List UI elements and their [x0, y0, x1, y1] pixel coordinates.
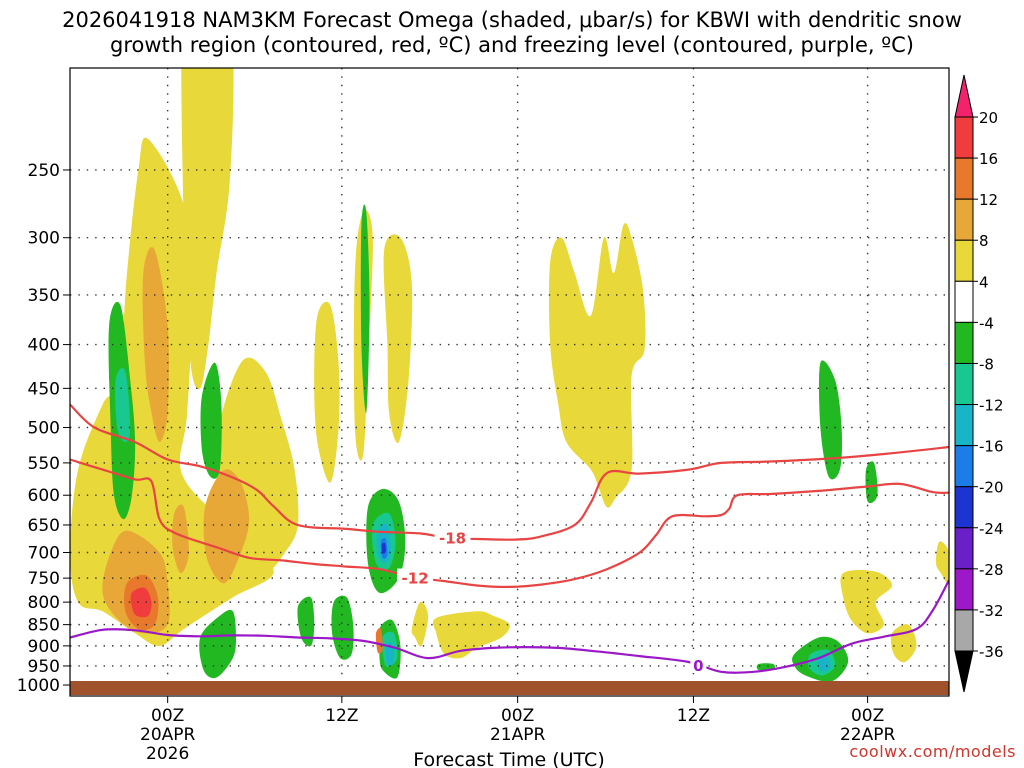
y-tick-label: 450 [28, 379, 60, 399]
y-tick-label: 300 [28, 229, 60, 249]
colorbar-swatch [954, 527, 974, 570]
x-axis-label: Forecast Time (UTC) [413, 749, 604, 768]
site-credit[interactable]: coolwx.com/models [849, 742, 1016, 761]
colorbar-label: -32 [979, 602, 1004, 620]
y-tick-label: 950 [28, 657, 60, 677]
colorbar-label: -24 [979, 520, 1004, 538]
omega-region [816, 655, 831, 672]
x-tick-label: 00Z [851, 706, 884, 726]
colorbar-swatch [954, 116, 974, 159]
colorbar-label: -16 [979, 438, 1004, 456]
colorbar-label: 16 [979, 150, 998, 168]
contour-label-bg [434, 528, 471, 546]
y-tick-label: 700 [28, 544, 60, 564]
y-tick-label: 1000 [17, 676, 60, 696]
y-tick-label: 400 [28, 336, 60, 356]
colorbar-swatch [954, 198, 974, 241]
omega-region [331, 595, 354, 660]
colorbar-label: 4 [979, 273, 989, 291]
contour-line [70, 579, 949, 674]
omega-region [297, 596, 315, 647]
y-tick-label: 800 [28, 593, 60, 613]
colorbar-swatch [954, 239, 974, 282]
contour-line [70, 458, 949, 589]
contour-label-bg [397, 568, 434, 586]
chart-title-line2: growth region (contoured, red, ºC) and f… [110, 33, 914, 57]
x-tick-label: 22APR [840, 725, 896, 745]
contour-lines: -18 -12 0 [70, 403, 949, 675]
contour-label-bg [690, 655, 707, 673]
y-tick-label: 650 [28, 516, 60, 536]
plot-frame [69, 67, 950, 697]
omega-region [360, 204, 370, 413]
contour-label: -12 [402, 570, 429, 588]
colorbar-top-arrow [954, 74, 974, 118]
omega-region [383, 234, 413, 444]
omega-region [142, 247, 169, 443]
colorbar-swatch [954, 157, 974, 200]
omega-region [385, 642, 395, 666]
colorbar-label: -8 [979, 355, 994, 373]
y-tick-label: 250 [28, 161, 60, 181]
colorbar-label: -28 [979, 561, 1004, 579]
colorbar-label: 20 [979, 109, 998, 127]
y-tick-label: 500 [28, 418, 60, 438]
omega-region [172, 504, 189, 574]
colorbar-swatch [954, 568, 974, 611]
omega-region [411, 601, 429, 647]
x-tick-label: 20APR [140, 725, 196, 745]
omega-region [181, 68, 234, 390]
contour-label: -18 [439, 530, 466, 548]
colorbar-label: -4 [979, 314, 994, 332]
y-tick-label: 900 [28, 637, 60, 657]
y-tick-label: 350 [28, 286, 60, 306]
chart-title-line1: 2026041918 NAM3KM Forecast Omega (shaded… [62, 8, 962, 32]
colorbar-swatch [954, 404, 974, 447]
colorbar-bottom-arrow [954, 650, 974, 693]
colorbar-label: 8 [979, 232, 989, 250]
omega-region [935, 541, 949, 584]
x-tick-label: 00Z [151, 706, 184, 726]
x-tick-label: 2026 [146, 744, 189, 764]
contour-label: 0 [693, 657, 703, 675]
colorbar-swatch [954, 486, 974, 529]
omega-region [375, 627, 383, 654]
omega-region [548, 223, 646, 508]
colorbar-swatch [954, 609, 974, 652]
ground-bar [70, 681, 949, 695]
x-tick-label: 21APR [490, 725, 546, 745]
omega-shading [70, 68, 949, 682]
y-tick-label: 750 [28, 569, 60, 589]
omega-region [865, 461, 878, 504]
omega-region [130, 587, 152, 618]
colorbar-swatch [954, 280, 974, 323]
y-axis: 2503003504004505005506006507007508008509… [17, 161, 70, 696]
colorbar-label: 12 [979, 191, 998, 209]
x-tick-label: 00Z [501, 706, 534, 726]
x-tick-label: 12Z [677, 706, 710, 726]
colorbar-label: -36 [979, 643, 1004, 661]
omega-region [200, 362, 222, 479]
omega-region [314, 301, 340, 483]
colorbar-legend: 20 16 12 8 4 -4 -8 -12 -16 -20 -24 -28 -32 -36 [954, 74, 1004, 693]
y-tick-label: 600 [28, 486, 60, 506]
omega-region [199, 609, 236, 679]
x-tick-label: 12Z [325, 706, 358, 726]
colorbar-label: -20 [979, 479, 1004, 497]
omega-region [381, 542, 386, 554]
omega-region [818, 360, 843, 480]
colorbar-label: -12 [979, 397, 1004, 415]
omega-region [115, 368, 131, 443]
colorbar-swatch [954, 321, 974, 364]
omega-region [432, 611, 510, 659]
colorbar-swatch [954, 445, 974, 488]
y-tick-label: 550 [28, 454, 60, 474]
y-tick-label: 850 [28, 616, 60, 636]
colorbar-swatch [954, 362, 974, 406]
omega-region [840, 569, 892, 634]
